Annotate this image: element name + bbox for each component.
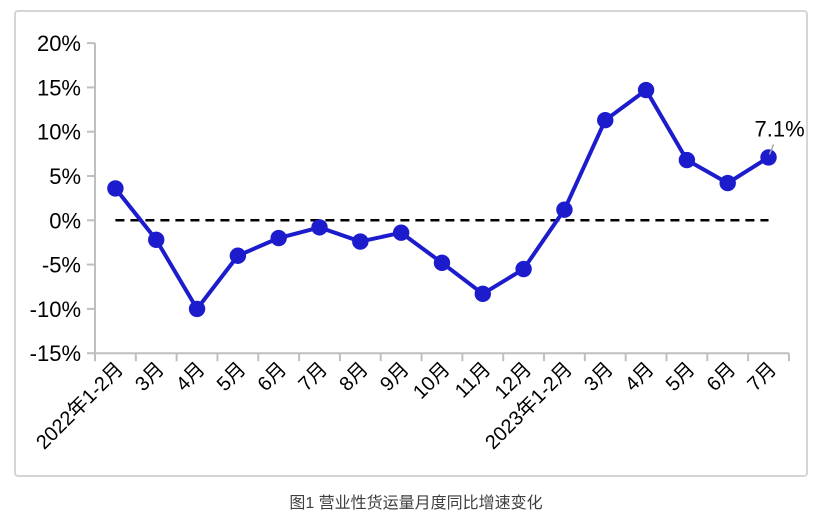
data-point-marker — [270, 229, 287, 247]
x-axis-label: 5月 — [213, 358, 251, 396]
data-point-marker — [392, 224, 410, 241]
chart-caption: 图1 营业性货运量月度同比增速变化 — [289, 495, 543, 512]
y-axis-label: 20% — [37, 31, 81, 56]
chart-frame: 20% 15% 10% 5% 0% -5% -10% -15% 2022年1-2月 3月 4月 5月 6… — [14, 10, 808, 477]
data-point-marker — [515, 260, 532, 278]
data-point-marker — [433, 254, 451, 272]
data-point-marker — [311, 219, 328, 236]
y-axis-label: -5% — [42, 253, 81, 278]
line-chart: 20%15%10%5%0%-5%-10%-15%2022年1-2月 3月 4月 5月 6… — [30, 31, 805, 454]
x-axis-label: 3月 — [131, 358, 169, 396]
x-axis-label: 6月 — [254, 358, 292, 396]
data-point-marker — [107, 180, 124, 197]
data-point-marker — [148, 231, 165, 248]
data-point-marker — [188, 300, 206, 318]
x-axis-label: 6月 — [703, 358, 741, 396]
data-point-marker — [352, 233, 369, 250]
series-line — [113, 88, 770, 311]
data-point-marker — [719, 174, 736, 192]
data-point-marker — [229, 247, 247, 264]
x-axis-label: 3月 — [580, 358, 618, 396]
data-point-marker — [760, 149, 777, 166]
x-axis-label: 9月 — [376, 358, 414, 396]
data-label: 7.1% — [755, 116, 805, 141]
data-point-marker — [678, 151, 696, 169]
annotation-leader-line — [768, 144, 775, 155]
x-axis-label: 7月 — [744, 358, 782, 396]
data-point-marker — [637, 81, 655, 99]
y-axis-label: -15% — [30, 341, 81, 366]
y-axis-label: 5% — [49, 164, 81, 189]
y-axis-label: 10% — [37, 120, 81, 145]
x-axis-label: 7月 — [294, 358, 332, 396]
x-axis-label: 10月 — [409, 358, 454, 403]
x-axis-label: 11月 — [451, 358, 495, 402]
data-point-marker — [474, 285, 491, 303]
x-axis-label: 2022年1-2月 — [31, 357, 127, 453]
x-axis-label: 5月 — [662, 358, 700, 396]
data-point-marker — [597, 111, 614, 129]
data-point-marker — [556, 201, 573, 218]
x-axis-label: 8月 — [335, 358, 373, 396]
y-axis-label: -10% — [30, 297, 81, 322]
x-axis-label: 4月 — [621, 358, 659, 396]
y-axis-label: 0% — [49, 208, 81, 233]
y-axis-label: 15% — [37, 75, 81, 100]
x-axis-label: 4月 — [172, 358, 210, 396]
